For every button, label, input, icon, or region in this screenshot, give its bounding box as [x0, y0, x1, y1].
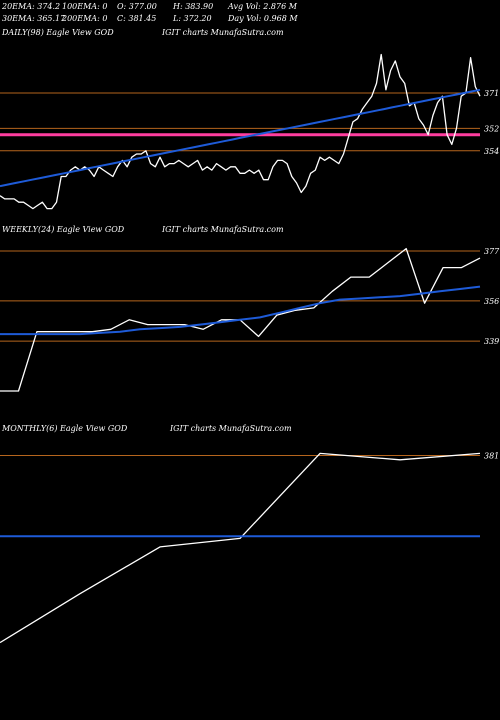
weekly-ema-line — [0, 285, 481, 336]
daily-level-label: 371 — [484, 89, 499, 98]
daily-level-label: 352 — [484, 124, 499, 133]
weekly-level-label: 356 — [484, 297, 499, 306]
daily-title-left: DAILY(98) Eagle View GOD — [1, 28, 114, 37]
daily-price-line — [0, 53, 481, 210]
daily-marker-band — [0, 133, 480, 137]
weekly-title-right: IGIT charts MunafaSutra.com — [161, 225, 284, 234]
day-volume-readout: Day Vol: 0.968 M — [228, 14, 298, 23]
monthly-level-label: 381 — [484, 452, 499, 461]
low-readout: L: 372.20 — [173, 14, 212, 23]
weekly-title-left: WEEKLY(24) Eagle View GOD — [2, 225, 125, 234]
weekly-panel: WEEKLY(24) Eagle View GOD IGIT charts Mun… — [0, 225, 500, 392]
monthly-title-right: IGIT charts MunafaSutra.com — [169, 424, 292, 433]
daily-level-label: 354 — [484, 147, 499, 156]
monthly-title-left: MONTHLY(6) Eagle View GOD — [1, 424, 128, 433]
avg-volume-readout: Avg Vol: 2.876 M — [228, 2, 297, 11]
open-readout: O: 377.00 — [117, 2, 157, 11]
ema20-readout: 20EMA: 374.2 — [2, 2, 61, 11]
ema200-readout: 200EMA: 0 — [62, 14, 108, 23]
ema30-readout: 30EMA: 365.17 — [2, 14, 66, 23]
monthly-price-line — [0, 452, 481, 644]
ema100-readout: 100EMA: 0 — [62, 2, 108, 11]
close-readout: C: 381.45 — [117, 14, 157, 23]
daily-title-right: IGIT charts MunafaSutra.com — [161, 28, 284, 37]
daily-ema-line — [0, 88, 481, 188]
monthly-panel: MONTHLY(6) Eagle View GOD IGIT charts Mun… — [0, 424, 499, 644]
indicator-header: 20EMA: 374.2 100EMA: 0 O: 377.00 H: 383.… — [0, 0, 500, 60]
daily-panel: DAILY(98) Eagle View GOD IGIT charts Muna… — [0, 28, 499, 210]
weekly-level-label: 339 — [484, 337, 499, 346]
weekly-level-label: 377 — [484, 247, 500, 256]
high-readout: H: 383.90 — [173, 2, 214, 11]
